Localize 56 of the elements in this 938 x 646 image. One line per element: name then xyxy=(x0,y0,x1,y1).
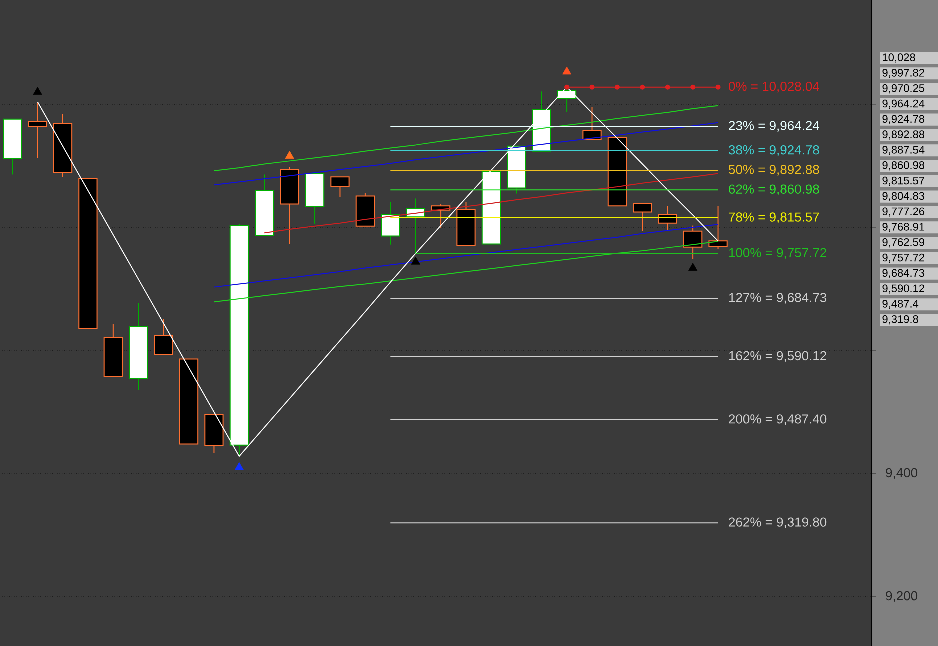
text: 9,815.57 xyxy=(882,176,924,186)
series-label: 127% = 9,684.73 xyxy=(729,293,827,304)
text: 9,319.8 xyxy=(882,315,918,325)
line-series xyxy=(214,105,719,172)
text: 9,887.54 xyxy=(882,146,925,156)
series-label: 0% = 10,028.04 xyxy=(728,82,820,93)
point xyxy=(640,84,646,90)
series-label: 78% = 9,815.57 xyxy=(729,212,820,224)
series-label: 50% = 9,892.88 xyxy=(728,165,820,176)
candlestick xyxy=(330,176,350,198)
point xyxy=(590,84,595,90)
series-label: 162% = 9,590.12 xyxy=(729,351,826,362)
line-series xyxy=(214,224,719,288)
text: 9,590.12 xyxy=(882,284,924,294)
candlestick xyxy=(684,225,703,260)
point xyxy=(564,84,570,90)
text: 9,768.91 xyxy=(882,223,924,232)
candlestick xyxy=(633,203,652,232)
text: 9,892.88 xyxy=(882,130,925,140)
text: 9,684.73 xyxy=(882,269,925,278)
series-label: 38% = 9,924.78 xyxy=(728,145,820,156)
point xyxy=(614,84,620,90)
text: 9,762.59 xyxy=(882,238,924,248)
series-label: 200% = 9,487.40 xyxy=(729,414,827,426)
candlestick xyxy=(154,318,174,356)
text: 9,970.25 xyxy=(882,84,925,94)
candlestick xyxy=(658,206,678,232)
point xyxy=(665,84,670,90)
line-series xyxy=(214,122,719,186)
text: 9,487.4 xyxy=(882,300,919,310)
series-label: 23% = 9,964.24 xyxy=(729,121,820,132)
text: 9,757.72 xyxy=(882,254,924,263)
candlestick xyxy=(381,202,400,246)
point xyxy=(562,66,572,75)
text: 9,964.24 xyxy=(882,100,925,109)
candlestick xyxy=(28,102,48,159)
candlestick xyxy=(582,106,602,140)
point xyxy=(33,87,42,95)
text: 9,804.83 xyxy=(882,192,925,202)
point xyxy=(285,151,294,159)
series-label: 62% = 9,860.98 xyxy=(729,184,820,196)
y-tick-label: 9,200 xyxy=(886,591,918,602)
series-label: 100% = 9,757.72 xyxy=(729,248,826,260)
candlestick xyxy=(708,206,728,250)
point xyxy=(411,256,420,265)
point xyxy=(234,462,244,470)
text: 9,860.98 xyxy=(882,161,925,171)
point xyxy=(688,263,698,271)
y-tick-label: 9,400 xyxy=(886,468,918,480)
text: 10,028 xyxy=(883,54,916,63)
point xyxy=(716,84,721,90)
series-label: 262% = 9,319.80 xyxy=(729,518,827,528)
text: 9,997.82 xyxy=(882,69,924,78)
text: 9,924.78 xyxy=(882,115,925,124)
point xyxy=(690,84,696,90)
text: 9,777.26 xyxy=(882,208,925,217)
